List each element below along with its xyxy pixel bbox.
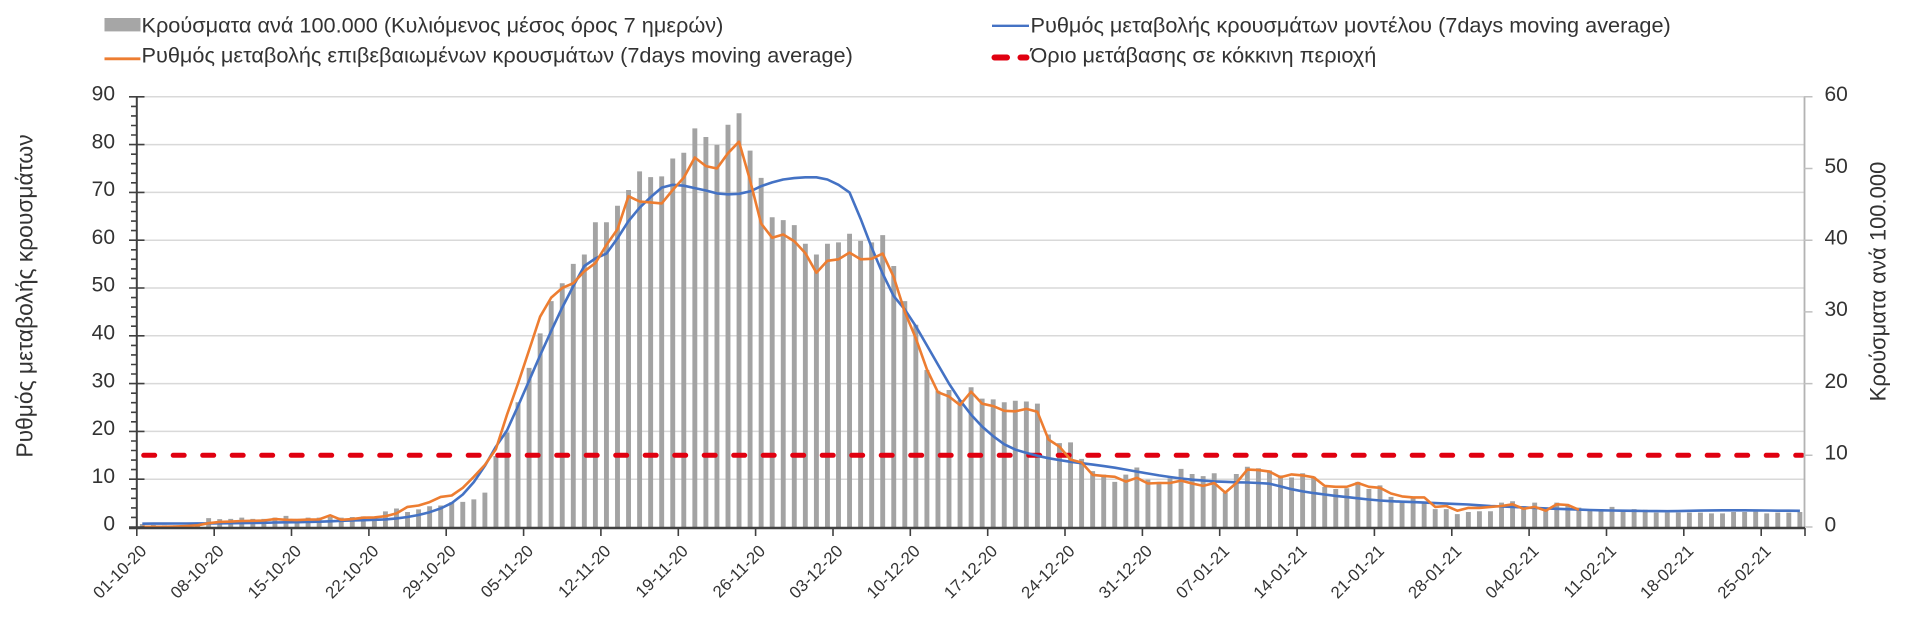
svg-text:30: 30 (92, 369, 115, 392)
svg-text:30: 30 (1825, 298, 1848, 321)
svg-text:40: 40 (92, 322, 115, 345)
svg-text:40: 40 (1825, 227, 1848, 250)
svg-text:90: 90 (92, 83, 115, 106)
svg-text:10: 10 (1825, 442, 1848, 465)
svg-text:0: 0 (1825, 513, 1837, 536)
svg-text:50: 50 (92, 274, 115, 297)
svg-text:Όριο μετάβασης σε κόκκινη περι: Όριο μετάβασης σε κόκκινη περιοχή (1030, 43, 1377, 68)
svg-text:Ρυθμός μεταβολής κρουσμάτων: Ρυθμός μεταβολής κρουσμάτων (12, 134, 38, 457)
svg-text:60: 60 (1825, 83, 1848, 106)
svg-text:Ρυθμός μεταβολής κρουσμάτων μο: Ρυθμός μεταβολής κρουσμάτων μοντέλου (7d… (1031, 12, 1671, 37)
svg-text:Κρούσματα ανά 100.000 (Κυλιόμε: Κρούσματα ανά 100.000 (Κυλιόμενος μέσος … (142, 12, 724, 37)
svg-text:80: 80 (92, 130, 115, 153)
svg-text:20: 20 (92, 417, 115, 440)
svg-text:70: 70 (92, 178, 115, 201)
svg-text:10: 10 (92, 465, 115, 488)
svg-text:20: 20 (1825, 370, 1848, 393)
svg-text:50: 50 (1825, 155, 1848, 178)
svg-text:Κρούσματα ανά 100.000: Κρούσματα ανά 100.000 (1866, 162, 1891, 402)
svg-text:60: 60 (92, 226, 115, 249)
svg-text:Ρυθμός μεταβολής επιβεβαιωμένω: Ρυθμός μεταβολής επιβεβαιωμένων κρουσμάτ… (142, 43, 853, 68)
svg-text:0: 0 (103, 513, 115, 536)
